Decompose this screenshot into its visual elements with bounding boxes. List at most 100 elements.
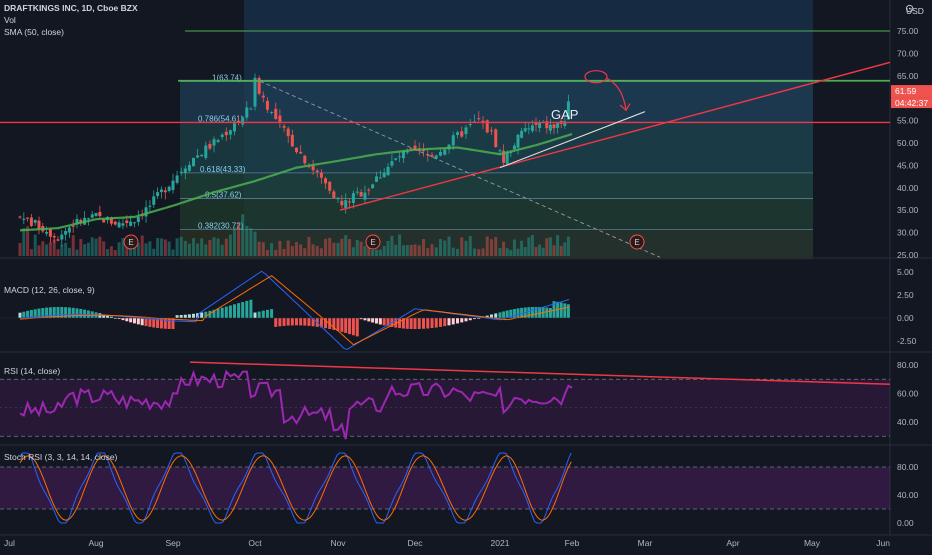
candle-body	[468, 124, 472, 126]
candle-body	[204, 145, 208, 158]
candle-body	[136, 217, 140, 222]
candle-body	[241, 117, 245, 125]
volume-bar	[303, 248, 307, 256]
candle-body	[375, 176, 378, 182]
macd-hist-bar	[566, 304, 570, 318]
volume-bar	[159, 238, 163, 256]
macd-hist-bar	[494, 313, 498, 318]
volume-bar	[538, 244, 542, 256]
candle-body	[224, 131, 228, 136]
macd-hist-bar	[426, 318, 430, 329]
descending-dashed-line	[259, 80, 661, 258]
alarm-icon[interactable]: ⊙	[905, 3, 915, 15]
macd-hist-bar	[121, 318, 125, 321]
candle-body	[485, 120, 489, 133]
volume-bar	[129, 248, 133, 256]
macd-hist-bar	[303, 318, 307, 326]
volume-bar	[340, 238, 344, 256]
macd-hist-bar	[136, 318, 140, 325]
candle-body	[498, 150, 502, 152]
volume-bar	[516, 248, 520, 256]
macd-hist-bar	[159, 318, 163, 329]
volume-bar	[163, 239, 167, 256]
macd-hist-bar	[216, 308, 220, 318]
earnings-marker-label: E	[370, 238, 375, 247]
volume-bar	[328, 237, 332, 256]
volume-bar	[556, 235, 560, 256]
candle-body	[220, 134, 224, 138]
volume-bar	[204, 244, 208, 256]
volume-bar	[563, 242, 567, 256]
candle-body	[530, 125, 534, 132]
macd-hist-bar	[241, 301, 245, 318]
macd-hist-bar	[460, 318, 464, 323]
candle-body	[175, 175, 179, 183]
volume-bar	[394, 244, 398, 256]
candle-body	[64, 230, 68, 235]
volume-bar	[447, 236, 451, 256]
earnings-marker	[123, 234, 139, 250]
earnings-marker	[365, 234, 381, 250]
volume-bar	[566, 236, 570, 256]
price-tick-label: 40.00	[897, 183, 919, 193]
sma-legend: SMA (50, close)	[4, 27, 64, 37]
volume-bar	[382, 245, 386, 256]
macd-hist-bar	[265, 309, 269, 318]
macd-hist-bar	[439, 318, 442, 327]
candle-body	[363, 192, 367, 200]
rsi-line	[19, 369, 573, 440]
candle-body	[148, 205, 152, 207]
candle-body	[237, 121, 241, 123]
macd-hist-bar	[26, 310, 30, 318]
candle-body	[26, 217, 30, 219]
macd-hist-bar	[398, 318, 402, 329]
macd-hist-bar	[413, 318, 417, 330]
countdown-label: 04:42:37	[895, 98, 928, 108]
volume-bar	[196, 243, 200, 256]
fib-zone	[180, 198, 813, 230]
candle-body	[401, 151, 405, 159]
volume-bar	[125, 245, 129, 256]
macd-hist-bar	[375, 318, 378, 324]
macd-hist-bar	[516, 308, 520, 318]
candle-body	[439, 151, 442, 156]
candle-body	[556, 123, 560, 128]
macd-hist-bar	[233, 304, 236, 318]
candle-body	[171, 180, 175, 190]
candle-body	[505, 152, 509, 164]
fib-zone	[180, 229, 813, 260]
candle-body	[183, 168, 187, 173]
candle-body	[394, 158, 398, 160]
candle-body	[390, 161, 394, 166]
macd-hist-bar	[498, 312, 502, 318]
volume-bar	[208, 239, 212, 256]
volume-bar	[86, 242, 90, 256]
macd-hist-bar	[148, 318, 152, 327]
candle-body	[527, 128, 531, 130]
macd-hist-bar	[359, 318, 363, 320]
candle-body	[233, 123, 236, 132]
fib-label: 0.5(37.62)	[205, 190, 242, 199]
macd-hist-bar	[192, 313, 195, 318]
volume-bar	[307, 236, 311, 256]
candle-body	[102, 219, 106, 223]
macd-tick-label: -2.50	[897, 336, 917, 346]
stoch-k-line	[19, 452, 572, 524]
volume-bar	[183, 240, 187, 256]
volume-bar	[200, 238, 204, 256]
macd-hist-bar	[422, 318, 425, 329]
candle-body	[117, 222, 121, 228]
candle-body	[548, 124, 552, 131]
macd-hist-bar	[228, 305, 232, 318]
macd-hist-bar	[295, 318, 298, 326]
candle-body	[340, 200, 344, 206]
macd-hist-bar	[204, 311, 208, 318]
candle-body	[456, 132, 459, 135]
volume-bar	[228, 234, 232, 256]
macd-legend: MACD (12, 26, close, 9)	[4, 285, 95, 295]
candle-body	[33, 220, 37, 223]
macd-hist-bar	[505, 310, 509, 318]
high-circle-annotation	[584, 70, 608, 84]
